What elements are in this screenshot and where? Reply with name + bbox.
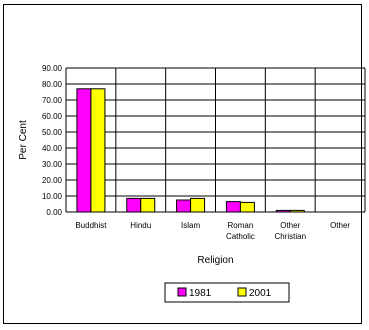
x-tick-label: Islam [181,221,200,230]
bar-2001 [190,197,206,213]
x-tick-label: Hindu [130,221,151,230]
x-tick-label: Catholic [226,232,255,241]
bar-1981 [275,209,291,213]
legend-box [164,282,290,303]
y-tick-label: 70.00 [42,96,63,105]
y-tick-label: 20.00 [42,176,63,185]
bar-1981 [176,199,192,213]
y-tick-label: 80.00 [42,80,63,89]
x-tick-label: Roman [228,221,254,230]
legend-swatch-1981 [177,287,187,297]
x-tick-label: Buddhist [75,221,107,230]
bar-1981 [126,197,142,213]
x-tick-label: Other [280,221,300,230]
y-tick-label: 50.00 [42,128,63,137]
x-tick-label: Christian [274,232,306,241]
bar-2001 [289,209,305,213]
y-tick-label: 90.00 [42,64,63,73]
y-tick-label: 30.00 [42,160,63,169]
y-tick-label: 40.00 [42,144,63,153]
x-tick-label: Other [330,221,350,230]
bar-1981 [225,201,241,213]
y-tick-label: 0.00 [46,208,62,217]
bar-1981 [76,88,92,213]
bar-2001 [140,197,156,213]
y-tick-label: 10.00 [42,192,63,201]
legend-label-2001: 2001 [249,288,272,299]
legend-label-1981: 1981 [189,288,212,299]
y-tick-label: 60.00 [42,112,63,121]
bar-2001 [239,201,255,213]
legend-swatch-2001 [237,287,247,297]
x-axis-title: Religion [197,255,233,266]
bar-2001 [90,88,106,213]
y-axis-title: Per Cent [18,120,29,160]
